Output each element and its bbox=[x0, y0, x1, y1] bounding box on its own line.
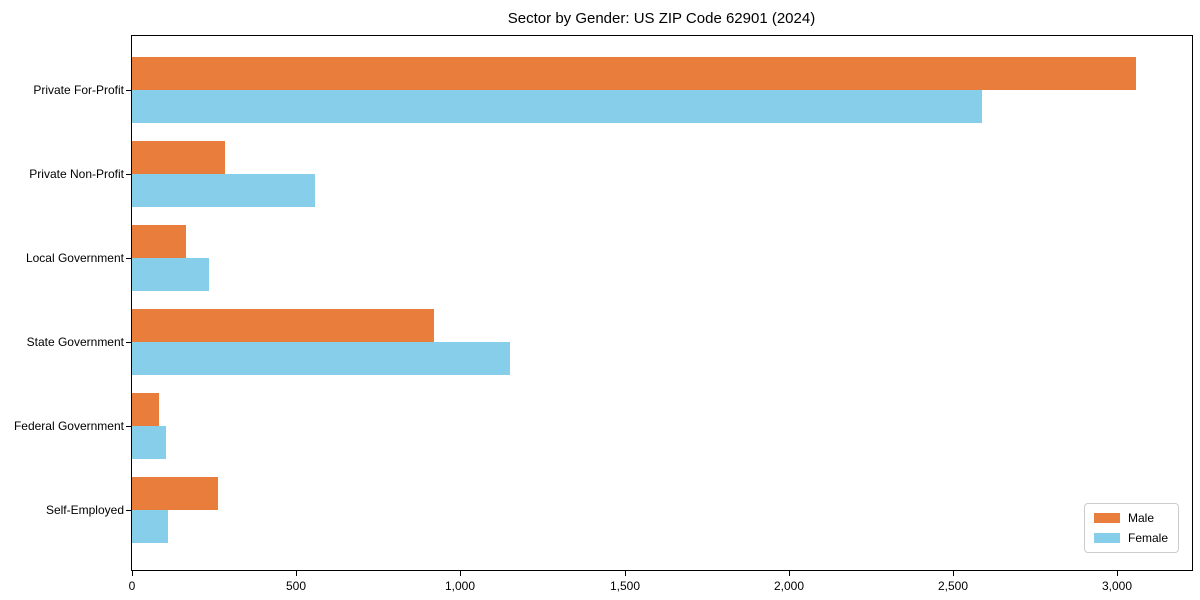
x-axis-tick bbox=[132, 571, 133, 576]
x-axis-tick bbox=[625, 571, 626, 576]
bar-female-2 bbox=[132, 258, 209, 291]
x-axis-tick-label: 500 bbox=[285, 579, 307, 593]
legend-item-male: Male bbox=[1093, 511, 1168, 525]
y-axis-tick bbox=[126, 426, 131, 427]
bar-female-4 bbox=[132, 426, 166, 459]
y-axis-tick bbox=[126, 258, 131, 259]
x-axis-tick bbox=[1117, 571, 1118, 576]
x-axis-tick-label: 1,500 bbox=[609, 579, 641, 593]
x-axis-tick-label: 1,000 bbox=[444, 579, 476, 593]
x-axis-tick bbox=[460, 571, 461, 576]
y-axis-category-label: Self-Employed bbox=[45, 503, 124, 517]
bar-female-0 bbox=[132, 90, 982, 123]
x-axis-tick bbox=[953, 571, 954, 576]
y-axis-tick bbox=[126, 174, 131, 175]
bar-female-5 bbox=[132, 510, 168, 543]
x-axis-tick bbox=[296, 571, 297, 576]
bar-male-2 bbox=[132, 225, 186, 258]
bar-male-1 bbox=[132, 141, 225, 174]
legend-item-female: Female bbox=[1093, 531, 1168, 545]
bar-male-0 bbox=[132, 57, 1136, 90]
y-axis-tick bbox=[126, 90, 131, 91]
y-axis-tick bbox=[126, 342, 131, 343]
bar-male-5 bbox=[132, 477, 218, 510]
y-axis-category-label: Local Government bbox=[25, 251, 124, 265]
female-color-swatch bbox=[1093, 533, 1120, 543]
chart-title: Sector by Gender: US ZIP Code 62901 (202… bbox=[507, 10, 816, 27]
x-axis-tick-label: 2,000 bbox=[773, 579, 805, 593]
y-axis-category-label: Private Non-Profit bbox=[29, 167, 124, 181]
plot-area: Private For-Profit Private Non-Profit Loca… bbox=[14, 35, 1193, 593]
x-axis-tick-label: 3,000 bbox=[1101, 579, 1133, 593]
y-axis-tick bbox=[126, 510, 131, 511]
legend-label: Female bbox=[1127, 531, 1168, 545]
y-axis-category-label: Federal Government bbox=[13, 419, 124, 433]
x-axis-tick bbox=[789, 571, 790, 576]
y-axis-category-label: State Government bbox=[26, 335, 124, 349]
male-color-swatch bbox=[1093, 513, 1120, 523]
x-axis-tick-label: 0 bbox=[128, 579, 136, 593]
x-axis-tick-label: 2,500 bbox=[937, 579, 969, 593]
y-axis-category-label: Private For-Profit bbox=[33, 83, 124, 97]
legend: Male Female bbox=[1083, 503, 1179, 553]
bar-male-4 bbox=[132, 393, 159, 426]
bar-female-3 bbox=[132, 342, 510, 375]
bar-female-1 bbox=[132, 174, 315, 207]
bar-male-3 bbox=[132, 309, 434, 342]
legend-label: Male bbox=[1127, 511, 1154, 525]
